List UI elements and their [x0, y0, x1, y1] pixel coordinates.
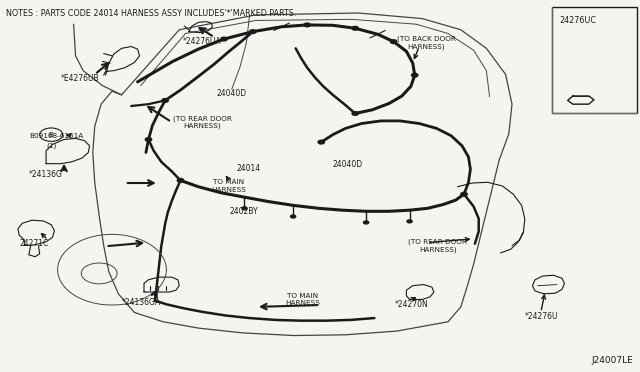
- Text: 24014: 24014: [237, 164, 261, 173]
- Text: *24136G: *24136G: [29, 170, 63, 179]
- Circle shape: [412, 73, 418, 77]
- Text: *24276U: *24276U: [525, 312, 558, 321]
- Text: TO MAIN
HARNESS: TO MAIN HARNESS: [285, 293, 319, 306]
- Circle shape: [407, 220, 412, 223]
- Bar: [552, 7, 637, 113]
- Circle shape: [352, 112, 358, 115]
- Text: J24007LE: J24007LE: [592, 356, 634, 365]
- Text: *24270N: *24270N: [395, 300, 429, 309]
- Circle shape: [390, 40, 397, 44]
- Text: NOTES : PARTS CODE 24014 HARNESS ASSY INCLUDES'*'MARKED PARTS.: NOTES : PARTS CODE 24014 HARNESS ASSY IN…: [6, 9, 297, 18]
- Text: 2402BY: 2402BY: [229, 207, 258, 216]
- Text: 24271C: 24271C: [19, 239, 49, 248]
- Text: (TO REAR DOOR
HARNESS): (TO REAR DOOR HARNESS): [408, 238, 467, 253]
- Text: (1): (1): [46, 142, 56, 149]
- Circle shape: [162, 99, 168, 102]
- Circle shape: [145, 138, 152, 141]
- Text: 24040D: 24040D: [333, 160, 363, 169]
- Text: *E4276UB: *E4276UB: [61, 74, 99, 83]
- Circle shape: [250, 30, 256, 33]
- Circle shape: [352, 26, 358, 30]
- Text: 24040D: 24040D: [216, 89, 246, 98]
- Text: 24276UC: 24276UC: [559, 16, 596, 25]
- Circle shape: [291, 215, 296, 218]
- Circle shape: [221, 37, 227, 41]
- Text: *24136GA: *24136GA: [122, 298, 161, 307]
- Circle shape: [318, 140, 324, 144]
- Text: B09168-6161A: B09168-6161A: [29, 133, 83, 139]
- Text: (TO REAR DOOR
HARNESS): (TO REAR DOOR HARNESS): [173, 115, 232, 129]
- Circle shape: [461, 192, 467, 196]
- Text: TO MAIN
HARNESS: TO MAIN HARNESS: [211, 180, 246, 192]
- Circle shape: [364, 221, 369, 224]
- Circle shape: [242, 207, 247, 210]
- Text: (TO BACK DOOR
HARNESS): (TO BACK DOOR HARNESS): [397, 36, 456, 50]
- Text: B: B: [49, 132, 54, 138]
- Text: *24276UA: *24276UA: [182, 37, 221, 46]
- Circle shape: [304, 23, 310, 27]
- Circle shape: [177, 179, 184, 182]
